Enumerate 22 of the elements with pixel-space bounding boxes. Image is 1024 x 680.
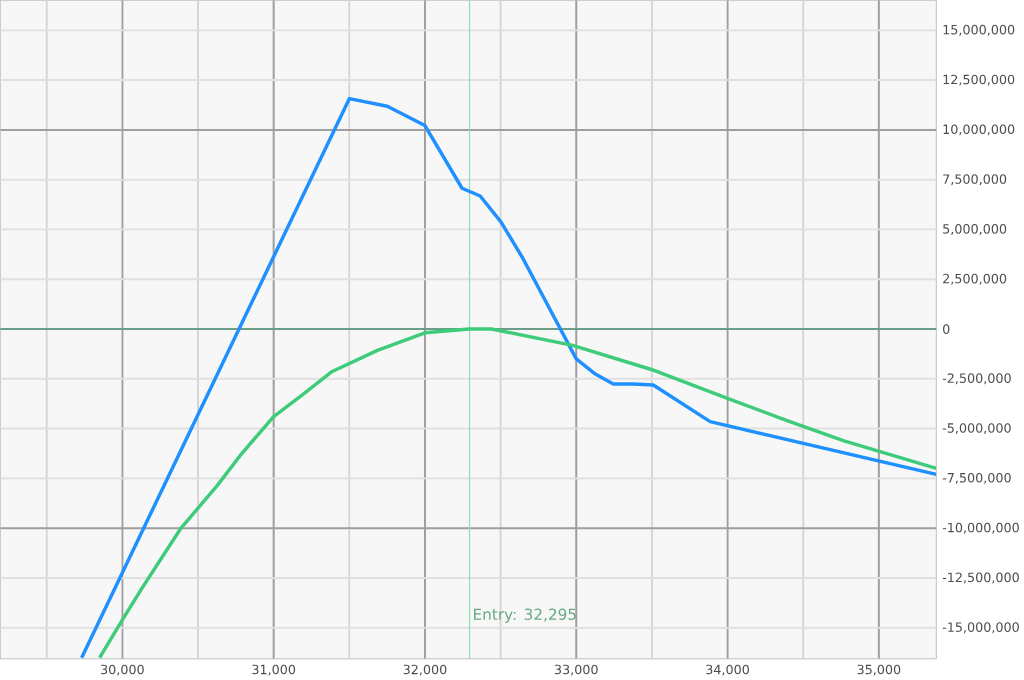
y-tick-label: 15,000,000 xyxy=(943,24,1015,36)
y-tick-label: 2,500,000 xyxy=(943,273,1007,285)
y-tick-label: 0 xyxy=(943,324,950,334)
x-tick-label: 33,000 xyxy=(554,664,598,676)
y-tick-label: -15,000,000 xyxy=(942,622,1019,634)
x-tick-label: 32,000 xyxy=(403,664,447,676)
ref-line-label: Entry: 32,295 xyxy=(474,608,576,624)
y-tick-label: -7,500,000 xyxy=(942,473,1011,484)
line-series xyxy=(97,327,937,659)
y-tick-label: -2,500,000 xyxy=(942,373,1011,385)
y-tick-label: 10,000,000 xyxy=(943,124,1015,136)
y-tick-label: -12,500,000 xyxy=(942,572,1019,584)
x-tick-label: 30,000 xyxy=(101,664,144,676)
y-tick-label: -5,000,000 xyxy=(942,423,1011,435)
y-tick-label: 5,000,000 xyxy=(943,224,1007,236)
line-series xyxy=(79,96,937,659)
x-tick-label: 31,000 xyxy=(252,664,296,676)
x-tick-label: 35,000 xyxy=(857,664,901,676)
y-tick-label: 7,500,000 xyxy=(943,174,1007,186)
y-tick-label: 12,500,000 xyxy=(943,74,1015,86)
x-tick-label: 34,000 xyxy=(706,664,749,676)
y-tick-label: -10,000,000 xyxy=(942,522,1019,534)
